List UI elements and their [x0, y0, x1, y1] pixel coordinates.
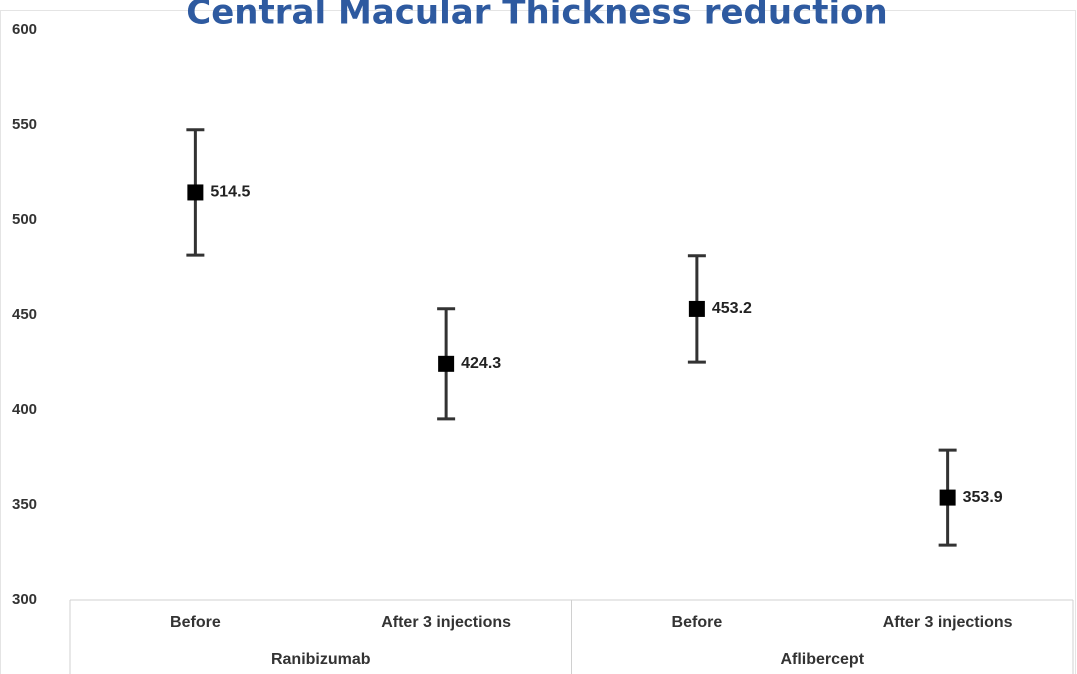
chart-title: Central Macular Thickness reduction: [186, 0, 887, 33]
y-tick-label: 300: [12, 591, 37, 608]
marker: [187, 184, 204, 201]
y-tick-label: 350: [12, 496, 37, 513]
y-tick-label: 600: [12, 21, 37, 38]
y-tick-label: 500: [12, 211, 37, 228]
y-tick-label: 450: [12, 306, 37, 323]
data-label: 424.3: [461, 355, 501, 372]
data-label: 514.5: [210, 184, 250, 201]
x-tick-label: After 3 injections: [381, 614, 511, 631]
marker: [939, 489, 956, 506]
y-tick-label: 400: [12, 401, 37, 418]
marker: [438, 355, 455, 372]
x-tick-label: Before: [672, 614, 723, 631]
group-label: Aflibercept: [780, 651, 864, 668]
group-label: Ranibizumab: [271, 651, 371, 668]
data-label: 353.9: [963, 489, 1003, 506]
x-tick-label: After 3 injections: [883, 614, 1013, 631]
x-tick-label: Before: [170, 614, 221, 631]
data-label: 453.2: [712, 300, 752, 317]
chart-frame: [0, 10, 1076, 674]
y-tick-label: 550: [12, 116, 37, 133]
marker: [688, 300, 705, 317]
